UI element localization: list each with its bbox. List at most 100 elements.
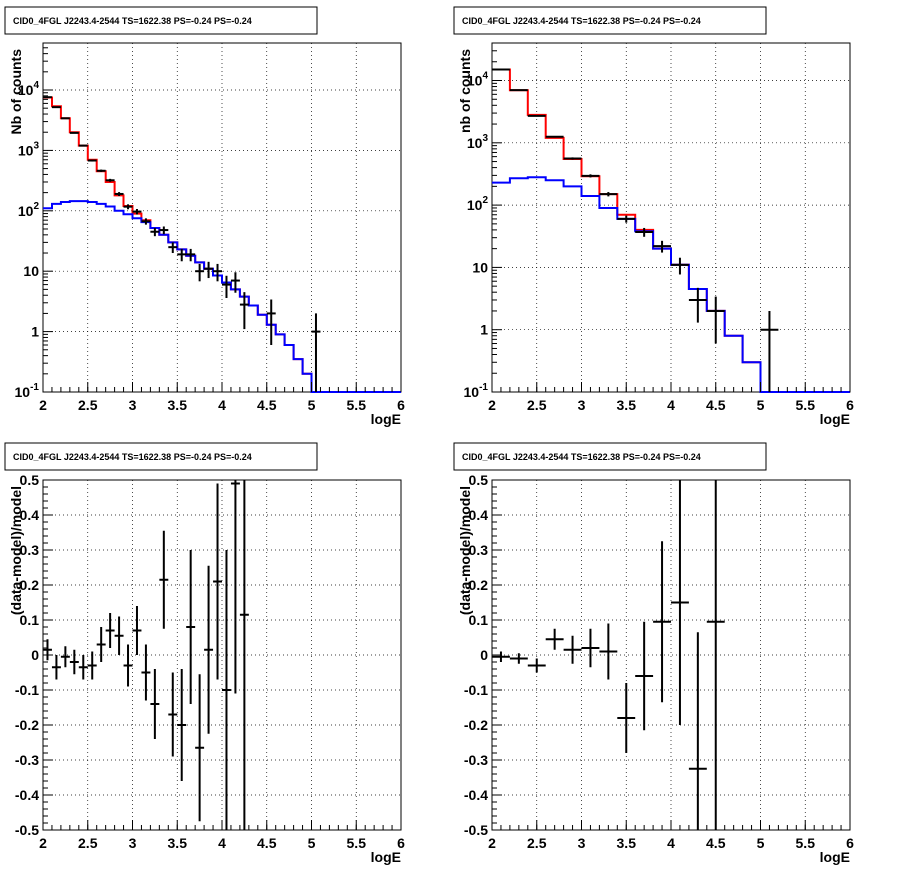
title-box — [4, 442, 318, 471]
series-layer — [43, 96, 401, 393]
y-tick-label: 10 — [23, 263, 39, 279]
data-point — [96, 169, 106, 172]
data-point — [141, 218, 151, 225]
y-tick-label: 0 — [31, 647, 39, 663]
grid — [492, 480, 850, 830]
y-tick-label: -0.5 — [464, 822, 488, 838]
x-tick-label: 2.5 — [527, 835, 547, 851]
data-point — [87, 651, 97, 680]
data-point — [222, 275, 231, 298]
data-point — [114, 192, 124, 196]
panel-top-left-counts: CID0_4FGL J2243.4-2544 TS=1622.38 PS=-0.… — [4, 6, 405, 427]
x-tick-label: 2 — [488, 397, 496, 413]
data-point — [581, 628, 600, 668]
x-tick-label: 2.5 — [527, 397, 547, 413]
x-tick-label: 5.5 — [347, 835, 367, 851]
y-tick-label: 0.4 — [469, 507, 489, 523]
grid — [43, 480, 401, 830]
x-tick-label: 4 — [218, 397, 226, 413]
x-tick-label: 2 — [488, 835, 496, 851]
panel-top-right-counts: CID0_4FGL J2243.4-2544 TS=1622.38 PS=-0.… — [453, 6, 854, 427]
x-tick-label: 5.5 — [796, 835, 816, 851]
axes: 2 2.5 3 3.5 4 4.5 5 5.5 6 -0.5 -0.4 -0.3 -0.2 -0.1 0 0.… — [15, 472, 405, 851]
y-tick-label: 10 — [472, 259, 488, 275]
series-layer — [492, 68, 850, 393]
data-point — [51, 106, 61, 109]
data-point — [599, 192, 618, 197]
y-tick-label: 102 — [467, 195, 489, 213]
x-tick-label: 5 — [308, 835, 316, 851]
data-point — [43, 639, 52, 661]
data-point — [706, 296, 725, 344]
x-tick-label: 5.5 — [796, 397, 816, 413]
x-tick-label: 3 — [578, 397, 586, 413]
data-point — [123, 204, 133, 210]
y-tick-label: 0.3 — [20, 542, 40, 558]
data-point — [230, 480, 240, 694]
data-point — [150, 227, 160, 237]
y-tick-label: 103 — [467, 133, 489, 151]
x-tick-label: 3 — [129, 835, 137, 851]
x-axis-title: logE — [371, 849, 401, 865]
panel-title: CID0_4FGL J2243.4-2544 TS=1622.38 PS=-0.… — [462, 452, 701, 462]
title-box — [453, 6, 767, 35]
data-point — [78, 144, 88, 147]
data-point — [688, 632, 707, 830]
axes: 2 2.5 3 3.5 4 4.5 5 5.5 6 10-1 1 10 102 103 104 — [15, 42, 405, 413]
panel-title: CID0_4FGL J2243.4-2544 TS=1622.38 PS=-0.… — [462, 16, 701, 26]
data-point — [311, 313, 321, 392]
data-point — [213, 483, 222, 680]
data-point — [195, 674, 205, 822]
data-point — [706, 480, 725, 830]
x-tick-label: 3 — [129, 397, 137, 413]
data-point — [105, 178, 115, 182]
panel-title: CID0_4FGL J2243.4-2544 TS=1622.38 PS=-0.… — [13, 452, 252, 462]
y-tick-label: 1 — [480, 322, 488, 338]
data-point — [51, 655, 61, 680]
data-point — [581, 174, 600, 178]
data-point — [159, 530, 169, 629]
x-tick-label: 5 — [757, 397, 765, 413]
data-point — [96, 627, 106, 662]
data-point — [159, 226, 169, 235]
data-point — [105, 613, 115, 648]
x-tick-label: 2.5 — [78, 835, 98, 851]
x-tick-label: 5 — [308, 397, 316, 413]
data-point — [760, 310, 779, 392]
y-tick-label: 0.1 — [469, 612, 489, 628]
data-point — [545, 628, 564, 650]
data-point — [141, 644, 151, 701]
x-tick-label: 5 — [757, 835, 765, 851]
x-tick-label: 4.5 — [706, 835, 726, 851]
data-point — [123, 644, 133, 687]
axes: 2 2.5 3 3.5 4 4.5 5 5.5 6 -0.5 -0.4 -0.3 -0.2 -0.1 0 0.… — [464, 472, 854, 851]
data-point — [239, 292, 249, 330]
data-point — [150, 669, 160, 739]
data-point — [222, 550, 231, 830]
x-tick-label: 2.5 — [78, 397, 98, 413]
y-tick-label: 103 — [18, 140, 40, 158]
series-layer — [43, 480, 249, 830]
data-point — [653, 541, 671, 703]
x-tick-label: 3.5 — [617, 835, 637, 851]
data-point — [653, 240, 671, 253]
data-point — [671, 480, 689, 725]
grid — [492, 43, 850, 392]
data-point — [186, 550, 196, 704]
x-tick-label: 3.5 — [168, 835, 188, 851]
x-tick-label: 6 — [846, 397, 854, 413]
data-point — [492, 651, 510, 662]
data-point — [527, 114, 546, 117]
data-point — [69, 131, 79, 134]
data-point — [204, 565, 214, 734]
data-point — [132, 606, 142, 655]
data-point — [60, 117, 70, 120]
data-point — [671, 257, 689, 275]
y-tick-label: -0.4 — [464, 787, 488, 803]
x-axis-title: logE — [820, 411, 850, 427]
x-tick-label: 6 — [397, 835, 405, 851]
y-tick-label: 10-1 — [464, 382, 489, 400]
x-tick-label: 4.5 — [257, 835, 277, 851]
data-point — [635, 621, 654, 731]
